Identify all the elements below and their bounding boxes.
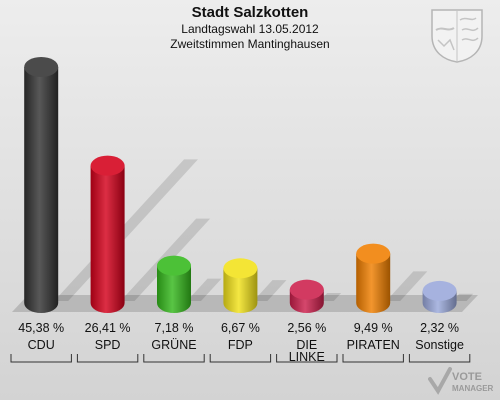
labels-group: 45,38 % CDU 26,41 % SPD 7,18 % GRÜNE 6,67 % FDP… bbox=[10, 321, 471, 364]
bar-top-cdu bbox=[24, 57, 59, 77]
bar-shadow-fdp bbox=[253, 280, 287, 301]
bar-spd bbox=[90, 165, 125, 313]
bar-piraten bbox=[356, 253, 391, 313]
category-label-gr-ne: GRÜNE bbox=[151, 338, 196, 352]
bar-shadow-gr-ne bbox=[187, 278, 222, 301]
coat-of-arms-icon bbox=[431, 9, 483, 63]
checkmark-icon bbox=[428, 367, 452, 395]
value-label-spd: 26,41 % bbox=[85, 321, 131, 335]
bars-group bbox=[24, 57, 474, 313]
value-label-sonstige: 2,32 % bbox=[420, 321, 459, 335]
bar-gr-ne bbox=[157, 265, 191, 313]
category-label-spd: SPD bbox=[95, 338, 121, 352]
category-label-piraten: PIRATEN bbox=[347, 338, 400, 352]
bar-fdp bbox=[223, 268, 258, 313]
value-label-gr-ne: 7,18 % bbox=[155, 321, 194, 335]
category-label-die-linke-line-1: DIE bbox=[296, 338, 317, 352]
bar-cdu bbox=[24, 67, 59, 313]
label-bracket-spd bbox=[76, 354, 139, 363]
category-label-fdp: FDP bbox=[228, 338, 253, 352]
label-bracket-die-linke bbox=[276, 354, 338, 363]
label-bracket-piraten bbox=[342, 354, 404, 363]
bar-top-sonstige bbox=[422, 280, 457, 301]
chart-subtitle-votes: Zweitstimmen Mantinghausen bbox=[170, 37, 330, 51]
label-bracket-cdu bbox=[10, 354, 72, 363]
bar-top-fdp bbox=[223, 258, 258, 279]
label-bracket-sonstige bbox=[408, 354, 471, 363]
category-label-cdu: CDU bbox=[28, 338, 55, 352]
bar-top-piraten bbox=[356, 243, 391, 264]
bar-top-die-linke bbox=[289, 279, 324, 300]
bar-top-spd bbox=[90, 155, 125, 176]
category-label-die-linke-line-2: LINKE bbox=[289, 350, 325, 364]
chart-header: Stadt Salzkotten Landtagswahl 13.05.2012… bbox=[0, 4, 500, 52]
value-label-die-linke: 2,56 % bbox=[287, 321, 326, 335]
watermark-line-1: VOTE bbox=[452, 371, 482, 383]
value-label-fdp: 6,67 % bbox=[221, 321, 260, 335]
bar-shadow-sonstige bbox=[452, 293, 474, 301]
bar-shadow-die-linke bbox=[319, 293, 342, 301]
label-bracket-fdp bbox=[209, 354, 272, 363]
chart-title: Stadt Salzkotten bbox=[191, 4, 309, 21]
value-label-cdu: 45,38 % bbox=[18, 321, 64, 335]
vote-manager-logo: VOTE MANAGER bbox=[428, 367, 494, 395]
watermark-line-2: MANAGER bbox=[452, 384, 494, 393]
value-label-piraten: 9,49 % bbox=[354, 321, 393, 335]
bar-shadow-piraten bbox=[386, 271, 428, 301]
bar-shadow-cdu bbox=[54, 159, 199, 301]
chart-subtitle-election: Landtagswahl 13.05.2012 bbox=[181, 22, 319, 36]
bar-top-gr-ne bbox=[157, 255, 191, 276]
label-bracket-gr-ne bbox=[143, 354, 205, 363]
category-label-sonstige: Sonstige bbox=[415, 338, 464, 352]
